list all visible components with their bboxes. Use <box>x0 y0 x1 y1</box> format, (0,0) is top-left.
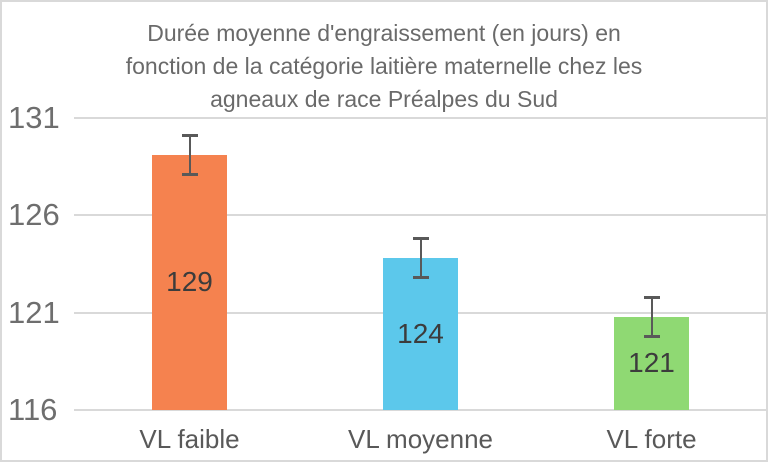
chart-title-line-3: agneaux de race Préalpes du Sud <box>210 86 558 112</box>
chart-title: Durée moyenne d'engraissement (en jours)… <box>2 17 766 116</box>
x-axis-line <box>74 409 766 411</box>
error-bar-cap-bottom-vl-moyenne <box>412 276 429 280</box>
bar-data-label-vl-forte: 121 <box>628 347 675 379</box>
error-bar-vl-forte <box>650 297 653 336</box>
error-bar-vl-moyenne <box>419 238 422 278</box>
x-axis-category-label-vl-forte: VL forte <box>606 424 697 454</box>
gridline-131 <box>74 117 766 119</box>
gridline-126 <box>74 214 766 217</box>
y-axis-tick-label-121: 121 <box>8 294 60 330</box>
bar-vl-faible <box>152 154 227 410</box>
bar-data-label-vl-moyenne: 124 <box>397 318 444 350</box>
chart-title-line-2: fonction de la catégorie laitière matern… <box>125 53 643 79</box>
error-bar-cap-top-vl-forte <box>643 295 660 299</box>
error-bar-vl-faible <box>188 135 191 175</box>
y-axis-tick-label-131: 131 <box>8 100 60 135</box>
bar-vl-moyenne <box>383 258 458 410</box>
chart-title-line-1: Durée moyenne d'engraissement (en jours)… <box>147 20 621 46</box>
error-bar-cap-bottom-vl-faible <box>181 172 198 176</box>
bar-data-label-vl-faible: 129 <box>166 266 213 298</box>
error-bar-cap-bottom-vl-forte <box>643 334 660 338</box>
y-axis-tick-label-126: 126 <box>8 197 60 233</box>
error-bar-cap-top-vl-faible <box>181 134 198 138</box>
x-axis-category-label-vl-moyenne: VL moyenne <box>347 424 494 454</box>
error-bar-cap-top-vl-moyenne <box>412 237 429 241</box>
x-axis-category-label-vl-faible: VL faible <box>139 424 240 454</box>
y-axis-tick-label-116: 116 <box>8 392 58 427</box>
